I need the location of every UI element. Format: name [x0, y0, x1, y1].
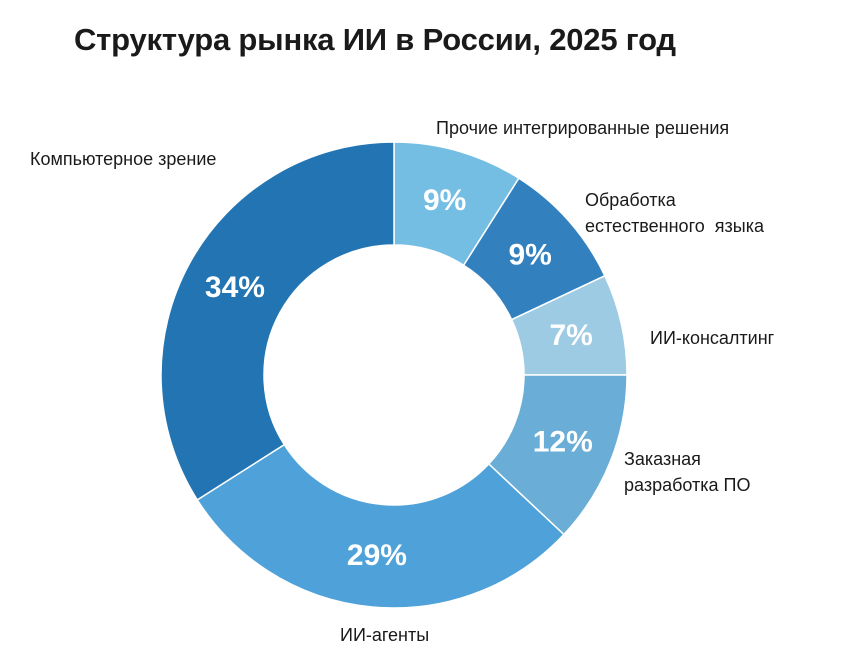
category-label-nlp: Обработка естественного языка [585, 190, 764, 236]
pct-label-custom-software: 12% [533, 425, 593, 458]
slice-computer-vision [160, 141, 395, 501]
category-label-computer-vision: Компьютерное зрение [30, 149, 217, 169]
pct-label-other-solutions: 9% [423, 184, 466, 217]
pct-label-ai-agents: 29% [347, 539, 407, 572]
chart-title: Структура рынка ИИ в России, 2025 год [74, 22, 676, 57]
category-label-ai-agents: ИИ-агенты [340, 625, 430, 645]
pct-label-nlp: 9% [508, 238, 551, 271]
category-label-ai-consulting: ИИ-консалтинг [650, 328, 775, 348]
pct-label-computer-vision: 34% [205, 271, 265, 304]
pct-label-ai-consulting: 7% [549, 319, 592, 352]
category-label-custom-software: Заказная разработка ПО [624, 449, 751, 495]
category-label-other-solutions: Прочие интегрированные решения [436, 118, 730, 138]
slice-ai-agents [196, 443, 565, 609]
